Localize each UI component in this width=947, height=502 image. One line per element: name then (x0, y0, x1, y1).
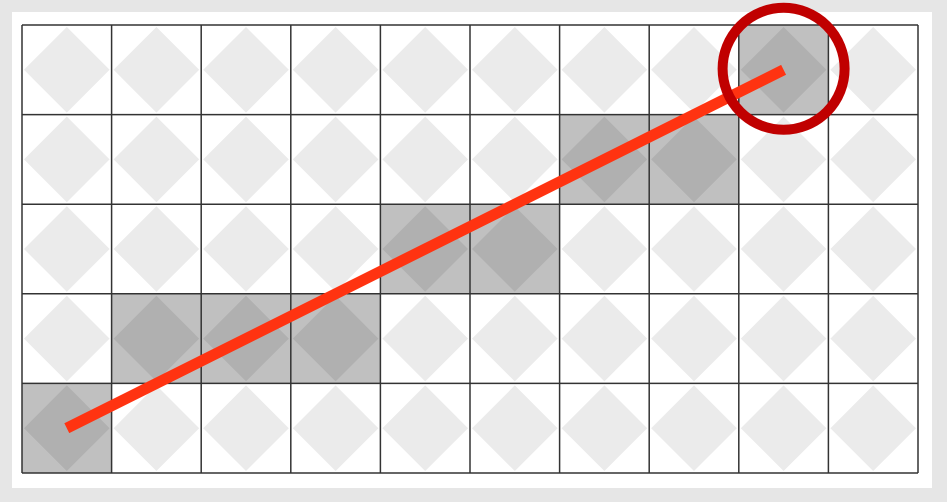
pixel-diamond (651, 385, 737, 471)
pixel-diamond (113, 295, 200, 382)
end-point-circle (717, 2, 850, 135)
pixel-diamond (472, 27, 558, 113)
pixel-diamond (830, 116, 916, 203)
overlay-layer (64, 2, 850, 434)
pixel-diamond (382, 295, 468, 382)
pixel-diamond (472, 116, 558, 203)
pixel-diamond (561, 295, 648, 382)
pixel-diamond (203, 27, 289, 113)
pixel-diamond (113, 116, 200, 203)
pixel-diamond (561, 206, 648, 292)
grid-lines (21, 24, 919, 474)
pixel-diamond (561, 27, 648, 113)
pixel-diamond (292, 385, 379, 471)
pixel-diamond (472, 206, 558, 292)
pixel-diamond (830, 295, 916, 382)
pixel-diamond (382, 385, 468, 471)
pixel-diamond (382, 116, 468, 203)
pixel-diamond (113, 206, 200, 292)
pixel-diamond (472, 295, 558, 382)
grid-cells (22, 25, 918, 473)
pixel-diamond (382, 27, 468, 113)
pixel-diamond (740, 385, 827, 471)
pixel-diamond (740, 295, 827, 382)
pixel-diamond (651, 27, 737, 113)
pixel-diamond (203, 385, 289, 471)
pixel-diamond (203, 116, 289, 203)
pixel-diamond (113, 27, 200, 113)
pixel-diamond (24, 206, 110, 292)
pixel-diamond (292, 206, 379, 292)
pixel-diamond (830, 385, 916, 471)
pixel-diamond (113, 385, 200, 471)
pixel-diamond (830, 27, 916, 113)
pixel-diamond (651, 206, 737, 292)
pixel-diamond (651, 116, 737, 203)
pixel-diamond (472, 385, 558, 471)
pixel-diamond (24, 27, 110, 113)
pixel-diamond (24, 116, 110, 203)
pixel-diamond (561, 385, 648, 471)
pixel-diamond (292, 116, 379, 203)
pixel-diamond (830, 206, 916, 292)
pixel-diamond (292, 27, 379, 113)
rasterized-line (64, 64, 787, 434)
pixel-diamond (24, 295, 110, 382)
pixel-diamond (651, 295, 737, 382)
pixel-diamond (203, 206, 289, 292)
pixel-diamond (740, 206, 827, 292)
pixel-diamond (292, 295, 379, 382)
pixel-diamond (740, 116, 827, 203)
